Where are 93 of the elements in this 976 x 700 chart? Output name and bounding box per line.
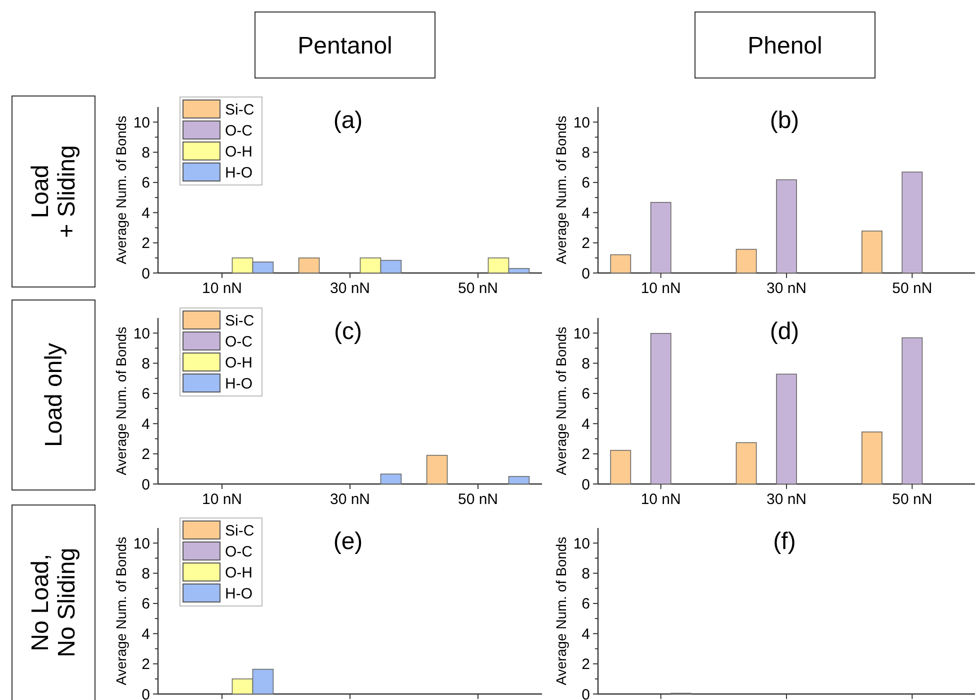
legend-label: H-O	[225, 164, 252, 182]
y-tick-label: 10	[573, 114, 590, 132]
chart-title: (d)	[770, 318, 800, 345]
y-tick-label: 8	[582, 356, 590, 373]
y-tick-label: 10	[573, 535, 590, 552]
bar	[736, 248, 757, 274]
text: Pentanol	[298, 32, 392, 60]
y-tick-label: 6	[582, 596, 590, 613]
bar	[610, 450, 632, 484]
x-tick-label: 50 nN	[892, 280, 932, 297]
y-tick-label: 4	[142, 204, 150, 222]
bar	[426, 454, 448, 484]
y-tick-label: 0	[142, 265, 150, 282]
chart-title: (b)	[770, 107, 800, 134]
bar	[862, 230, 882, 274]
x-tick-label: 10 nN	[202, 280, 242, 297]
legend-label: O-C	[225, 122, 253, 140]
legend-label: H-O	[225, 585, 252, 602]
legend-label: O-C	[225, 333, 253, 350]
legend-label: H-O	[225, 375, 252, 392]
y-tick-label: 2	[142, 235, 150, 252]
text: Load + Sliding	[27, 145, 81, 238]
y-tick-label: 2	[142, 446, 150, 464]
bar	[862, 432, 882, 484]
y-axis-title: Average Num. of Bonds	[113, 116, 129, 264]
bar	[776, 374, 797, 484]
bar	[902, 337, 923, 484]
chart-title: (a)	[333, 107, 363, 134]
legend-label: O-H	[225, 143, 252, 160]
bar	[776, 179, 797, 274]
y-tick-label: 6	[582, 386, 590, 403]
legend-label: O-H	[225, 354, 252, 372]
y-tick-label: 8	[142, 144, 150, 162]
y-tick-label: 0	[582, 476, 590, 494]
y-tick-label: 8	[582, 566, 590, 583]
x-tick-label: 30 nN	[766, 491, 807, 508]
bar	[380, 474, 402, 484]
y-tick-label: 4	[582, 626, 590, 643]
y-tick-label: 0	[142, 476, 150, 494]
y-tick-label: 2	[582, 235, 590, 252]
y-tick-label: 4	[142, 626, 150, 643]
y-tick-label: 2	[142, 656, 150, 674]
bar	[736, 442, 757, 484]
y-tick-label: 0	[582, 686, 590, 700]
x-tick-label: 50 nN	[458, 280, 498, 297]
y-tick-label: 6	[142, 386, 150, 403]
y-tick-label: 10	[573, 325, 590, 342]
bar	[650, 332, 672, 484]
y-tick-label: 4	[582, 416, 590, 433]
bar	[298, 258, 320, 274]
legend-label: Si-C	[225, 101, 254, 118]
legend-label: O-H	[225, 564, 252, 582]
x-tick-label: 50 nN	[892, 491, 932, 508]
y-tick-label: 2	[582, 656, 590, 674]
x-tick-label: 30 nN	[330, 280, 370, 297]
chart-title: (e)	[333, 528, 363, 555]
bar	[902, 172, 923, 274]
x-tick-label: 30 nN	[330, 491, 370, 508]
x-tick-label: 10 nN	[640, 280, 681, 297]
legend-label: Si-C	[225, 522, 254, 540]
bar	[508, 476, 530, 484]
y-tick-label: 10	[133, 114, 150, 132]
y-tick-label: 0	[582, 265, 590, 282]
y-tick-label: 2	[582, 446, 590, 464]
y-axis-title: Average Num. of Bonds	[553, 326, 569, 476]
text: Load only	[40, 342, 68, 448]
bar	[650, 202, 672, 274]
y-axis-title: Average Num. of Bonds	[113, 326, 129, 476]
y-tick-label: 4	[142, 416, 150, 433]
y-tick-label: 0	[142, 686, 150, 700]
x-tick-label: 10 nN	[640, 491, 681, 508]
bar	[610, 254, 632, 274]
legend-label: O-C	[225, 543, 253, 560]
y-axis-title: Average Num. of Bonds	[113, 536, 129, 686]
chart-title: (c)	[334, 318, 362, 345]
y-tick-label: 10	[133, 325, 150, 342]
y-tick-label: 8	[142, 356, 150, 373]
y-tick-label: 8	[142, 566, 150, 583]
text: No Load, No Sliding	[27, 548, 81, 658]
y-tick-label: 6	[142, 596, 150, 613]
x-tick-label: 50 nN	[458, 491, 498, 508]
chart-title: (f)	[773, 528, 796, 555]
text: Phenol	[748, 32, 822, 60]
legend-label: Si-C	[225, 312, 254, 330]
y-tick-label: 10	[133, 535, 150, 552]
y-tick-label: 4	[582, 204, 590, 222]
y-tick-label: 6	[582, 174, 590, 192]
x-tick-label: 30 nN	[766, 280, 807, 297]
x-tick-label: 10 nN	[202, 491, 242, 508]
y-tick-label: 6	[142, 174, 150, 192]
y-tick-label: 8	[582, 144, 590, 162]
y-axis-title: Average Num. of Bonds	[553, 116, 569, 264]
y-axis-title: Average Num. of Bonds	[553, 536, 569, 686]
